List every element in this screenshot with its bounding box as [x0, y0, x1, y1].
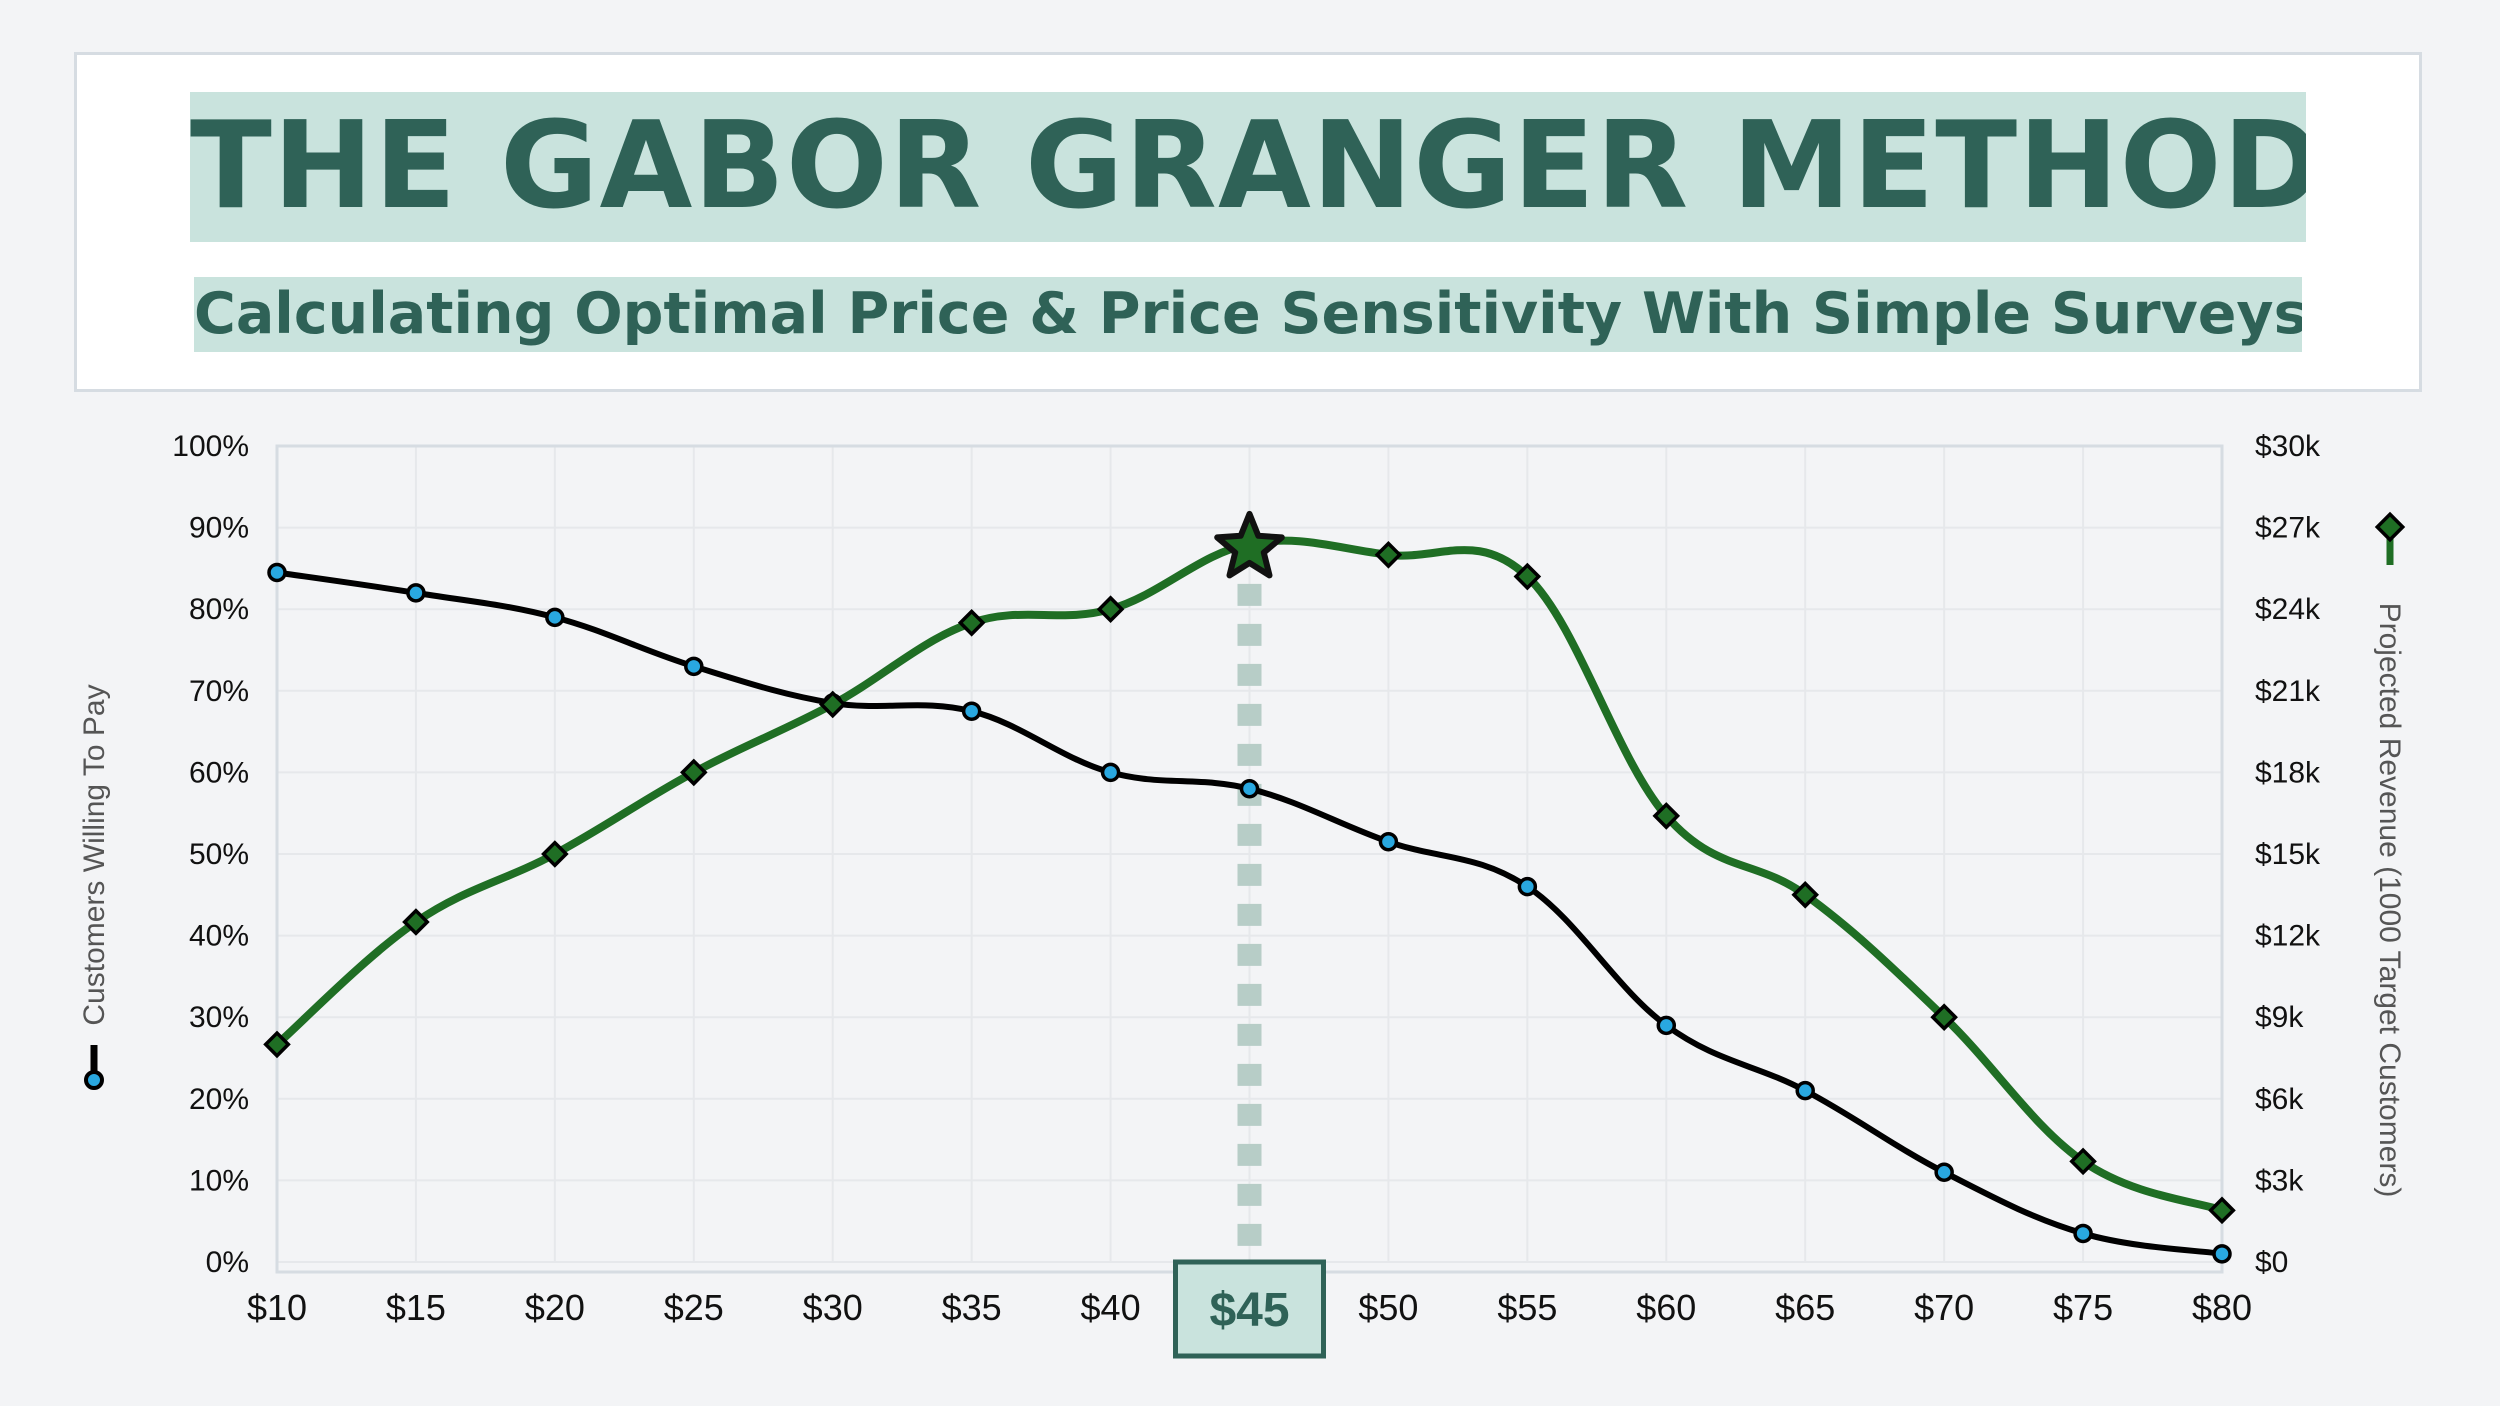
willing-point	[1656, 1015, 1677, 1036]
revenue-point	[402, 908, 430, 936]
left-tick-label: 50%	[189, 838, 249, 871]
x-tick-label: $25	[664, 1287, 724, 1328]
left-tick-label: 80%	[189, 593, 249, 626]
willing-point	[545, 607, 565, 628]
right-tick-label: $3k	[2255, 1164, 2304, 1197]
revenue-point	[541, 840, 569, 868]
right-tick-label: $15k	[2255, 838, 2321, 871]
right-axis-title: Projected Revenue (1000 Target Customers…	[2373, 603, 2406, 1198]
revenue-legend-marker	[2374, 511, 2406, 543]
x-tick-label: $40	[1081, 1287, 1141, 1328]
left-tick-label: 0%	[206, 1246, 249, 1279]
right-tick-label: $6k	[2255, 1083, 2304, 1116]
willing-point	[1795, 1080, 1815, 1101]
x-tick-label: $15	[386, 1287, 446, 1328]
chart-grid	[276, 445, 2223, 1263]
right-tick-label: $18k	[2255, 756, 2321, 789]
right-tick-label: $30k	[2255, 430, 2321, 463]
x-tick-label: $50	[1358, 1287, 1418, 1328]
left-tick-label: 40%	[189, 920, 249, 953]
willing-point	[1378, 832, 1399, 852]
left-tick-label: 20%	[189, 1083, 249, 1116]
revenue-point	[818, 690, 847, 719]
x-tick-label: $75	[2053, 1287, 2113, 1328]
optimal-price-box	[1173, 1259, 1326, 1359]
willing-legend-marker	[84, 1070, 104, 1090]
willing-point	[684, 656, 704, 677]
right-axis-ticks: $0 $3k $6k $9k $12k $15k $18k $21k $24k $27k $30k	[2255, 430, 2321, 1279]
willing-point	[1934, 1162, 1954, 1182]
right-axis-legend: Projected Revenue (1000 Target Customers…	[2373, 511, 2406, 1198]
left-tick-label: 30%	[189, 1001, 249, 1034]
willing-series-line	[276, 569, 2223, 1257]
revenue-point	[1930, 1003, 1958, 1031]
revenue-point	[1513, 562, 1542, 591]
revenue-optimum-star	[1214, 510, 1285, 579]
willing-point	[1100, 762, 1121, 783]
left-axis-legend: Customers Willing To Pay	[78, 684, 111, 1090]
x-tick-label: $30	[803, 1287, 863, 1328]
left-axis-title: Customers Willing To Pay	[78, 684, 111, 1025]
x-tick-label: $20	[525, 1287, 585, 1328]
revenue-point	[1791, 881, 1820, 909]
right-tick-label: $12k	[2255, 920, 2321, 953]
left-axis-ticks: 0% 10% 20% 30% 40% 50% 60% 70% 80% 90% 100%	[172, 430, 249, 1279]
left-tick-label: 100%	[172, 430, 249, 463]
revenue-point	[679, 758, 708, 787]
x-tick-label: $35	[942, 1287, 1002, 1328]
willing-point	[1517, 876, 1538, 897]
page-title: THE GABOR GRANGER METHOD	[190, 92, 2306, 242]
left-tick-label: 10%	[189, 1164, 249, 1197]
revenue-point	[2208, 1196, 2236, 1225]
x-tick-label: $10	[247, 1287, 307, 1328]
x-tick-label: $55	[1497, 1287, 1557, 1328]
willing-point	[2212, 1244, 2232, 1264]
revenue-point	[957, 609, 986, 637]
x-tick-label: $60	[1636, 1287, 1696, 1328]
right-tick-label: $9k	[2255, 1001, 2304, 1034]
x-tick-label: $65	[1775, 1287, 1835, 1328]
revenue-point	[1652, 802, 1681, 830]
revenue-point	[1096, 595, 1125, 623]
willing-point	[406, 583, 426, 603]
page-subtitle: Calculating Optimal Price & Price Sensit…	[194, 277, 2302, 352]
optimal-price-label: $45	[1209, 1284, 1289, 1337]
willing-point	[2073, 1223, 2093, 1244]
right-tick-label: $27k	[2255, 512, 2321, 545]
willing-point	[961, 701, 982, 721]
revenue-point	[263, 1030, 291, 1059]
left-tick-label: 70%	[189, 675, 249, 708]
right-tick-label: $24k	[2255, 593, 2321, 626]
revenue-point	[2069, 1147, 2097, 1176]
x-tick-label: $80	[2192, 1287, 2252, 1328]
revenue-point	[1374, 541, 1403, 569]
series-markers	[263, 510, 2236, 1264]
willing-point	[1239, 778, 1260, 799]
left-tick-label: 60%	[189, 756, 249, 789]
x-tick-label: $70	[1914, 1287, 1974, 1328]
willing-point	[267, 562, 287, 583]
right-tick-label: $21k	[2255, 675, 2321, 708]
right-tick-label: $0	[2255, 1246, 2288, 1279]
left-tick-label: 90%	[189, 512, 249, 545]
x-axis-ticks: $10 $15 $20 $25 $30 $35 $40 $45 $50 $55 $60 $65 $70 $…	[247, 1259, 2252, 1359]
